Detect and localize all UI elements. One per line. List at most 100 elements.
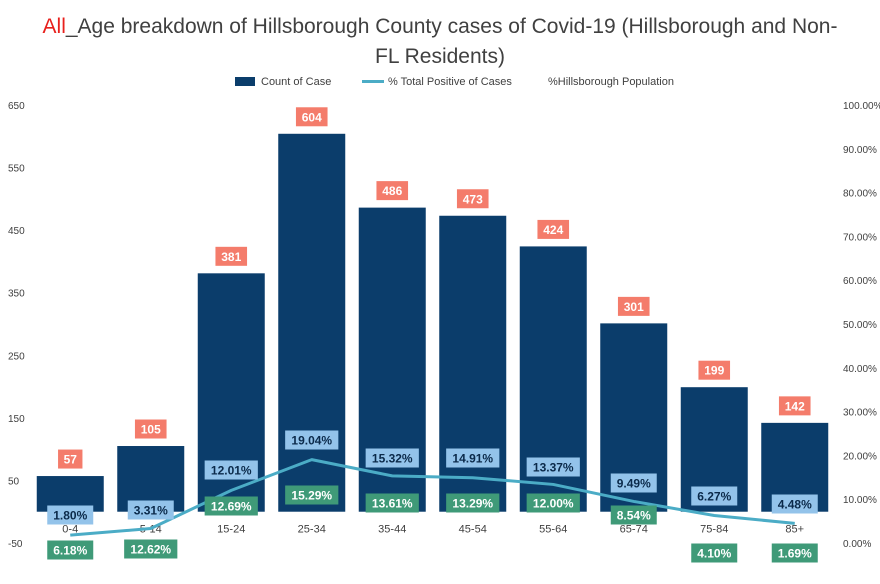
population-label: 12.62% (124, 539, 178, 559)
bars (36, 133, 829, 512)
count-label-bg (58, 449, 83, 469)
population-label-text: 6.18% (53, 544, 87, 558)
percent-positive-label: 14.91% (446, 448, 500, 468)
count-label-text: 424 (543, 223, 563, 237)
percent-positive-label: 13.37% (526, 457, 580, 477)
population-label-bg (526, 493, 580, 513)
right-tick-label: 70.00% (843, 232, 877, 243)
right-tick-label: 80.00% (843, 189, 877, 200)
left-tick-label: 50 (8, 476, 20, 487)
x-tick-label: 65-74 (620, 524, 648, 536)
percent-positive-label-text: 4.48% (778, 498, 812, 512)
count-label-bg (537, 219, 570, 239)
count-label-bg (617, 296, 650, 316)
count-label: 604 (295, 107, 328, 127)
left-tick-label: -50 (8, 539, 23, 550)
chart-title: All_Age breakdown of Hillsborough County… (0, 12, 880, 72)
right-tick-label: 90.00% (843, 145, 877, 156)
left-tick-label: 650 (8, 101, 25, 112)
population-label-bg (47, 540, 94, 560)
population-label: 15.29% (285, 485, 339, 505)
line-percent-total-positive (70, 458, 795, 537)
count-label-bg (698, 360, 731, 380)
count-label-text: 199 (704, 364, 724, 378)
population-label-text: 12.62% (130, 543, 171, 557)
count-label: 486 (376, 181, 409, 201)
data-labels: 57 105 381 604 486 473 424 301 199 142 1.80% 3.31% 1… (47, 107, 818, 563)
population-label-text: 12.00% (533, 497, 574, 511)
percent-positive-label-text: 1.80% (53, 509, 87, 523)
population-label-bg (446, 493, 500, 513)
population-label-text: 13.29% (452, 497, 493, 511)
percent-positive-label: 3.31% (127, 500, 174, 520)
chart-title-prefix: All (42, 15, 66, 38)
percent-positive-label: 15.32% (365, 448, 419, 468)
count-label: 301 (617, 296, 650, 316)
count-label: 142 (778, 396, 811, 416)
left-tick-label: 350 (8, 289, 25, 300)
line-series (70, 458, 795, 537)
population-label: 8.54% (610, 505, 657, 525)
population-label: 13.61% (365, 493, 419, 513)
percent-positive-label-bg (610, 473, 657, 493)
count-label: 424 (537, 219, 570, 239)
percent-positive-label-text: 12.01% (211, 464, 252, 478)
population-label-text: 13.61% (372, 497, 413, 511)
percent-positive-label-bg (446, 448, 500, 468)
population-label: 4.10% (691, 543, 738, 563)
right-tick-label: 40.00% (843, 364, 877, 375)
population-label-bg (124, 539, 178, 559)
legend: Count of Case % Total Positive of Cases … (235, 76, 674, 88)
population-label-bg (771, 543, 818, 563)
population-label-text: 4.10% (697, 547, 731, 561)
count-label-text: 301 (624, 300, 644, 314)
percent-positive-label-text: 6.27% (697, 490, 731, 504)
population-label-bg (610, 505, 657, 525)
percent-positive-label-text: 9.49% (617, 477, 651, 491)
count-label-text: 473 (463, 192, 483, 206)
population-label-text: 8.54% (617, 509, 651, 523)
population-label-text: 12.69% (211, 500, 252, 514)
population-label-bg (365, 493, 419, 513)
percent-positive-label-bg (771, 494, 818, 514)
percent-positive-label-bg (285, 430, 339, 450)
percent-positive-label-text: 19.04% (291, 434, 332, 448)
population-label-text: 15.29% (291, 489, 332, 503)
count-label: 473 (456, 189, 489, 209)
percent-positive-label-text: 3.31% (134, 504, 168, 518)
count-label: 199 (698, 360, 731, 380)
count-label-bg (456, 189, 489, 209)
percent-positive-label: 6.27% (691, 486, 738, 506)
legend-label-population: %Hillsborough Population (548, 76, 674, 88)
percent-positive-label-text: 14.91% (452, 452, 493, 466)
bar-25-34 (278, 133, 346, 512)
percent-positive-label-bg (365, 448, 419, 468)
left-tick-label: 150 (8, 414, 25, 425)
x-axis: 0-4 5-14 15-24 25-34 35-44 45-54 55-64 65-74 75-… (62, 524, 804, 536)
percent-positive-label-text: 15.32% (372, 452, 413, 466)
right-tick-label: 100.00% (843, 101, 880, 112)
population-label-bg (691, 543, 738, 563)
count-label-text: 57 (64, 453, 78, 467)
count-label: 105 (134, 419, 167, 439)
percent-positive-label-bg (204, 460, 258, 480)
left-axis: 650 550 450 350 250 150 50 -50 (8, 101, 25, 550)
count-label: 57 (58, 449, 83, 469)
right-tick-label: 50.00% (843, 320, 877, 331)
percent-positive-label: 12.01% (204, 460, 258, 480)
percent-positive-label-bg (526, 457, 580, 477)
right-tick-label: 30.00% (843, 408, 877, 419)
count-label-text: 604 (302, 110, 322, 124)
right-axis: 100.00% 90.00% 80.00% 70.00% 60.00% 50.00% 40.… (843, 101, 880, 550)
percent-positive-label-bg (127, 500, 174, 520)
x-tick-label: 0-4 (62, 524, 78, 536)
percent-positive-label: 1.80% (47, 505, 94, 525)
count-label-bg (295, 107, 328, 127)
left-tick-label: 550 (8, 164, 25, 175)
count-label-bg (134, 419, 167, 439)
percent-positive-label-bg (691, 486, 738, 506)
chart-title-line2: FL Residents) (375, 45, 505, 68)
x-tick-label: 55-64 (539, 524, 567, 536)
legend-swatch-count (235, 77, 255, 86)
count-label-text: 381 (221, 250, 241, 264)
